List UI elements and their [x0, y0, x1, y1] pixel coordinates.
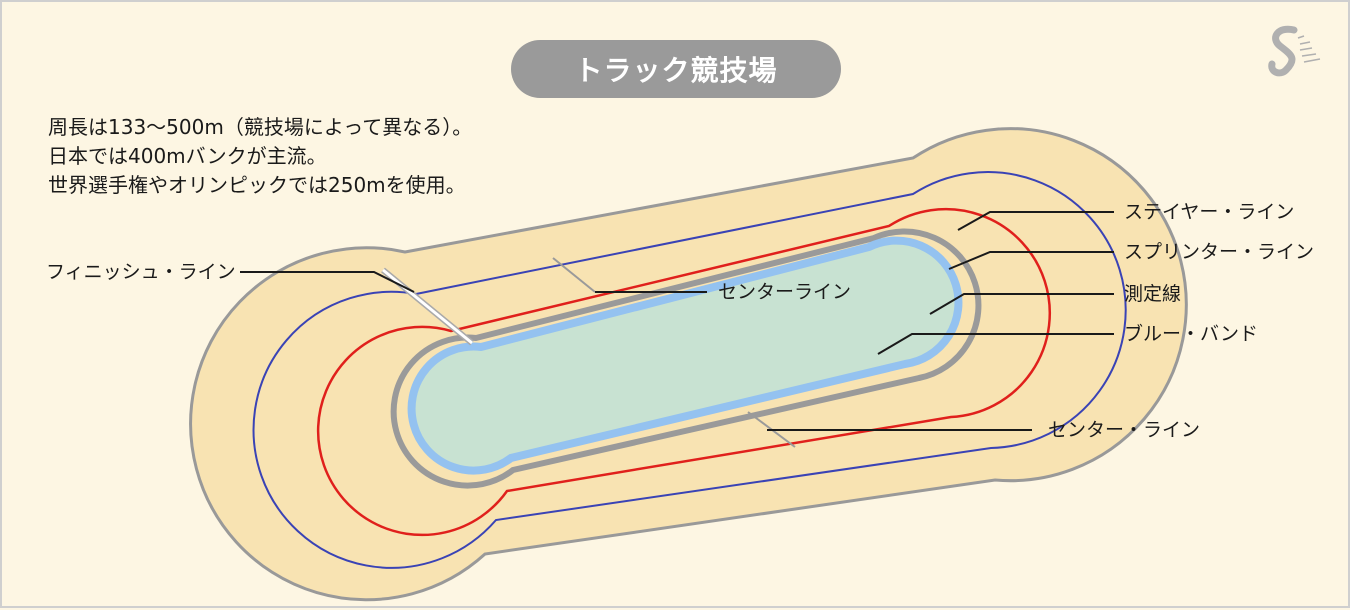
label-finish-line: フィニッシュ・ライン — [46, 261, 236, 283]
center-line-mark-top — [552, 257, 596, 293]
label-measurement-line: 測定線 — [1124, 283, 1182, 305]
leader-sprinter-line — [948, 251, 1114, 270]
description-line: 周長は133～500m（競技場によって異なる）。 — [48, 115, 473, 139]
infield-blue-band — [407, 236, 963, 475]
label-blue-band: ブルー・バンド — [1124, 323, 1258, 345]
description-line: 日本では400mバンクが主流。 — [48, 144, 327, 168]
leader-stayer-line — [957, 211, 1114, 231]
description-line: 世界選手権やオリンピックでは250mを使用。 — [48, 173, 466, 197]
leader-measurement-line — [929, 293, 1114, 315]
label-sprinter-line: スプリンター・ライン — [1124, 241, 1315, 263]
label-center-line-outer: センター・ライン — [1048, 419, 1201, 441]
measurement-line — [390, 228, 982, 489]
finish-line-mark — [381, 267, 474, 346]
sprinter-line — [316, 207, 1051, 537]
track-group — [189, 127, 1188, 602]
stayer-line — [252, 171, 1127, 569]
page-title: トラック競技場 — [511, 40, 841, 98]
brand-logo-icon — [1268, 25, 1321, 77]
leader-blue-band — [877, 333, 1114, 355]
leader-finish-line — [240, 271, 415, 293]
label-center-line-inner: センターライン — [718, 281, 852, 303]
label-stayer-line: ステイヤー・ライン — [1124, 201, 1295, 223]
description-text: 周長は133～500m（競技場によって異なる）。 日本では400mバンクが主流。… — [48, 113, 568, 200]
